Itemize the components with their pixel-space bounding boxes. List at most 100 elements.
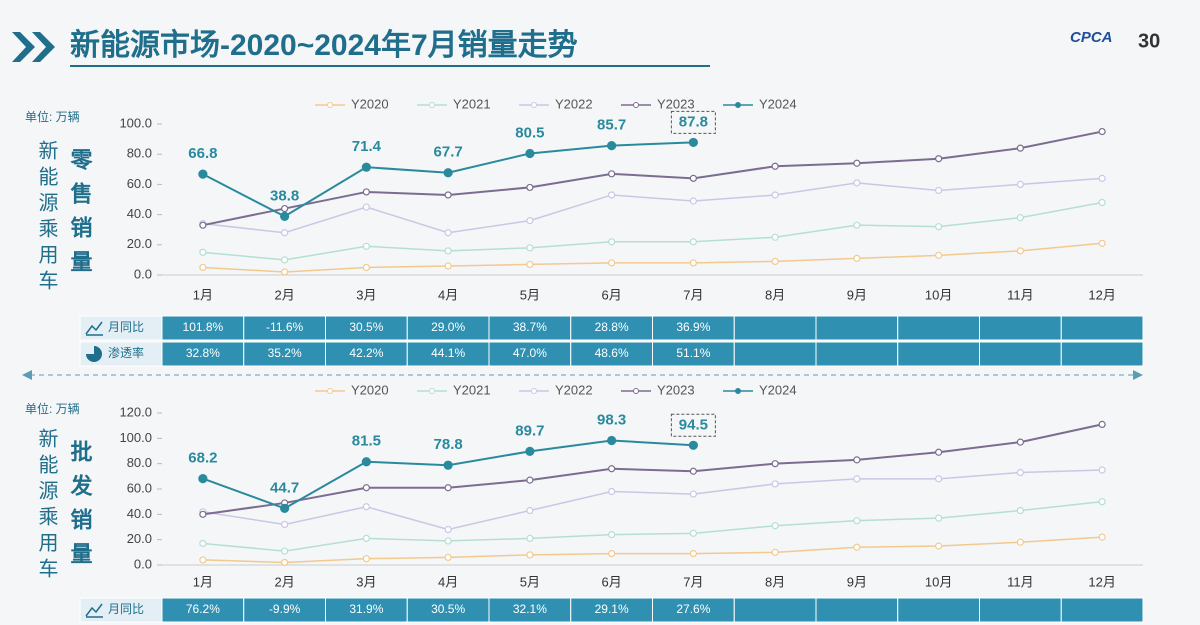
data-point: [281, 268, 289, 276]
legend-marker: [735, 388, 741, 394]
table-cell: [325, 341, 408, 367]
data-point: [935, 448, 943, 456]
y-tick-label: 100.0: [119, 115, 152, 130]
data-point: [689, 238, 697, 246]
data-point: [526, 476, 534, 484]
table-value: 32.1%: [513, 602, 547, 616]
data-label: 78.8: [434, 436, 463, 453]
data-point: [935, 514, 943, 522]
data-point: [362, 503, 370, 511]
data-point: [526, 183, 534, 192]
data-point: [853, 179, 861, 187]
data-point: [771, 460, 779, 468]
y-tick-label: 40.0: [127, 206, 152, 221]
x-tick-label: 4月: [438, 574, 458, 589]
legend-label: Y2023: [657, 96, 695, 111]
data-label: 66.8: [188, 145, 217, 162]
data-point: [689, 197, 697, 205]
data-label: 87.8: [679, 113, 708, 130]
data-point: [935, 542, 943, 550]
x-tick-label: 5月: [520, 287, 540, 302]
data-point: [444, 484, 452, 492]
y-tick-label: 80.0: [127, 455, 152, 470]
data-point: [935, 186, 943, 195]
table-cell: [815, 315, 899, 341]
table-cell: [570, 341, 653, 367]
data-point: [1098, 466, 1106, 474]
table-cell: [733, 341, 817, 367]
table-value: 27.6%: [676, 602, 710, 616]
data-point: [444, 525, 452, 534]
table-cell: [161, 597, 245, 623]
data-label: 71.4: [352, 138, 382, 155]
logo: CPCA: [1070, 29, 1113, 46]
table-cell: [733, 315, 817, 341]
table-cell: [406, 597, 490, 623]
x-tick-label: 12月: [1088, 574, 1115, 589]
legend-marker: [633, 102, 639, 108]
data-point: [608, 238, 616, 246]
data-point: [608, 191, 616, 199]
series-line: [202, 536, 1103, 564]
table-row-label: 月同比: [108, 602, 144, 616]
legend-marker: [327, 388, 333, 394]
table-cell: [652, 315, 735, 341]
data-point: [935, 155, 943, 163]
x-tick-label: 12月: [1088, 287, 1115, 302]
table-value: 31.9%: [349, 602, 383, 616]
trend-icon: [85, 603, 103, 618]
table-cell: [488, 341, 572, 367]
table-value: 29.0%: [431, 320, 465, 334]
table-value: 101.8%: [183, 320, 224, 334]
x-tick-label: 10月: [925, 287, 952, 302]
data-point: [198, 169, 208, 179]
data-point: [444, 191, 452, 199]
data-point: [689, 529, 697, 537]
data-point: [935, 223, 943, 231]
legend-marker: [429, 102, 435, 108]
table-value: 51.1%: [676, 346, 710, 360]
x-tick-label: 2月: [275, 287, 295, 302]
x-tick-label: 6月: [602, 287, 622, 302]
data-point: [608, 487, 616, 496]
highlight-box: [670, 413, 716, 437]
x-tick-label: 3月: [356, 287, 376, 302]
data-point: [280, 211, 290, 222]
data-point: [771, 233, 779, 241]
data-point: [607, 435, 617, 446]
data-point: [1016, 214, 1024, 222]
data-point: [525, 446, 535, 456]
data-point: [771, 257, 779, 266]
data-point: [1016, 538, 1024, 546]
pie-icon: [86, 346, 102, 362]
legend-label: Y2024: [759, 96, 797, 111]
table-cell: [815, 341, 899, 367]
series-line: [202, 242, 1103, 273]
data-point: [361, 457, 371, 467]
table-value: 47.0%: [513, 346, 547, 360]
data-point: [771, 191, 779, 199]
data-point: [280, 503, 290, 513]
data-point: [444, 247, 452, 255]
y-tick-label: 60.0: [127, 480, 152, 495]
data-point: [688, 137, 698, 148]
data-point: [1016, 468, 1024, 477]
y-tick-label: 80.0: [127, 146, 152, 161]
data-point: [281, 520, 289, 529]
data-label: 38.8: [270, 187, 299, 204]
data-point: [526, 217, 534, 225]
data-point: [607, 140, 617, 151]
data-point: [1098, 498, 1106, 506]
data-point: [853, 475, 861, 483]
legend-label: Y2022: [555, 96, 593, 111]
data-point: [1016, 180, 1024, 188]
data-label: 44.7: [270, 479, 299, 496]
data-point: [525, 148, 535, 159]
y-tick-label: 60.0: [127, 176, 152, 191]
data-point: [444, 537, 452, 545]
data-point: [689, 259, 697, 267]
chart-label: 批发销量: [68, 440, 94, 576]
data-point: [199, 510, 207, 518]
y-tick-label: 120.0: [119, 404, 152, 419]
